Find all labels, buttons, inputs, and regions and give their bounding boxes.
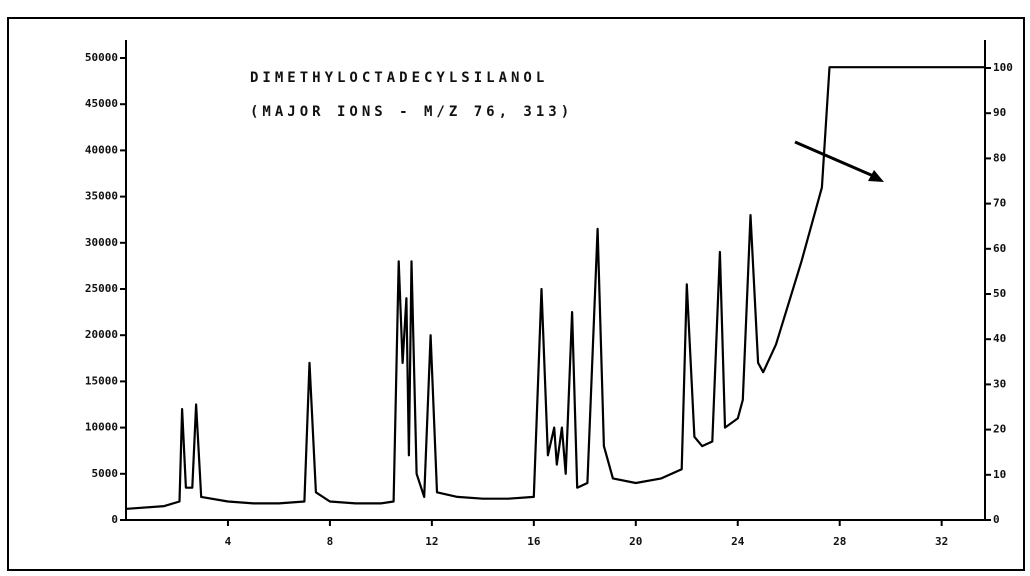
y-tick-label: 20000	[85, 328, 118, 341]
y2-tick-label: 80	[993, 151, 1006, 164]
y-tick-label: 10000	[85, 421, 118, 434]
x-tick-label: 24	[731, 535, 745, 548]
arrow-head	[868, 170, 884, 182]
annotation: (MAJOR IONS - M/Z 76, 313)	[250, 104, 573, 120]
y-tick-label: 50000	[85, 51, 118, 64]
trace	[125, 66, 985, 510]
y-tick-label: 30000	[85, 236, 118, 249]
x-tick-label: 12	[425, 535, 438, 548]
y-tick-label: 0	[111, 513, 118, 526]
y2-tick-label: 70	[993, 197, 1006, 210]
y2-tick-label: 90	[993, 106, 1006, 119]
y2-tick-label: 40	[993, 332, 1006, 345]
frame	[7, 17, 1025, 571]
y-tick-label: 25000	[85, 282, 118, 295]
y-tick-label: 40000	[85, 143, 118, 156]
y2-tick-label: 0	[993, 513, 1000, 526]
y2-tick-label: 30	[993, 377, 1006, 390]
y-tick-label: 5000	[92, 467, 119, 480]
y-tick-label: 15000	[85, 374, 118, 387]
annotation: DIMETHYLOCTADECYLSILANOL	[250, 70, 548, 86]
y2-tick-label: 20	[993, 423, 1006, 436]
x-tick-label: 16	[527, 535, 541, 548]
y-tick-label: 45000	[85, 97, 118, 110]
arrow	[794, 140, 879, 180]
y2-tick-label: 10	[993, 468, 1006, 481]
y-tick-label: 35000	[85, 190, 118, 203]
y2-tick-label: 50	[993, 287, 1006, 300]
x-tick-label: 4	[225, 535, 232, 548]
x-tick-label: 28	[833, 535, 846, 548]
x-tick-label: 20	[629, 535, 642, 548]
y2-tick-label: 60	[993, 242, 1006, 255]
y2-tick-label: 100	[993, 61, 1013, 74]
x-tick-label: 8	[327, 535, 334, 548]
x-tick-label: 32	[935, 535, 948, 548]
